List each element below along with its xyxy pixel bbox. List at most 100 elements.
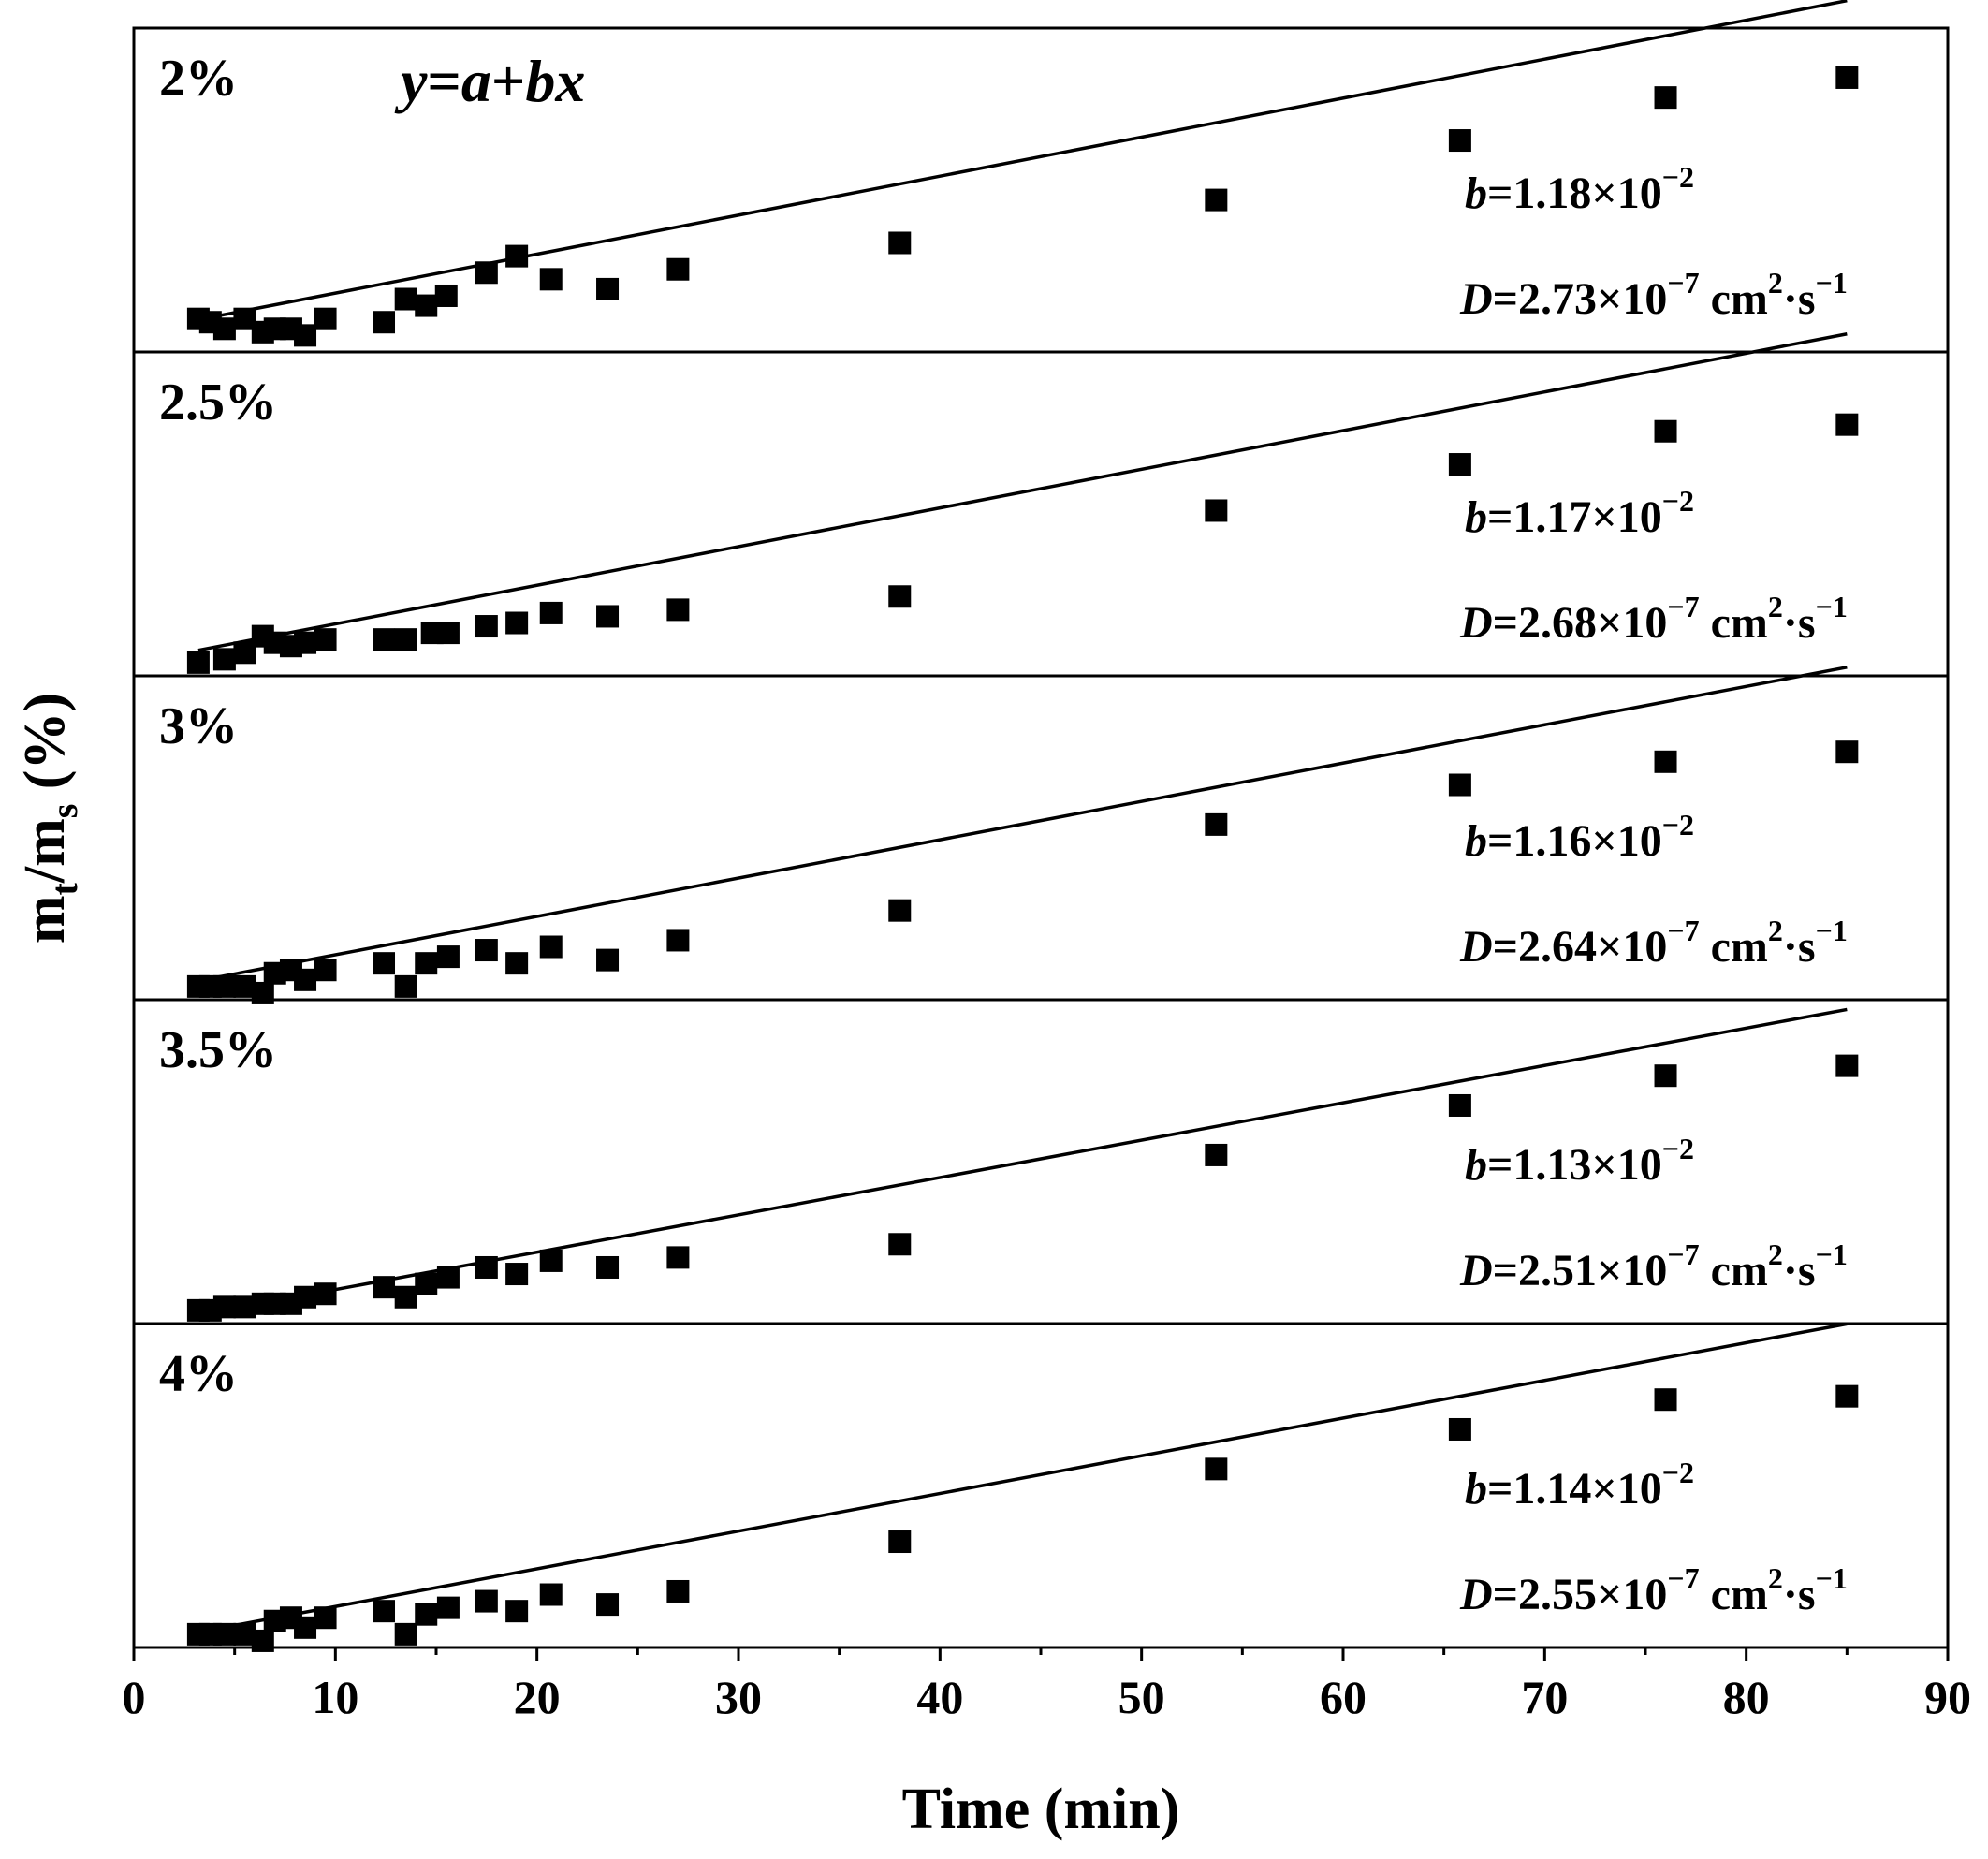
data-point <box>415 1272 438 1295</box>
data-point <box>436 1266 460 1289</box>
diffusion-exponent: −7 <box>1667 266 1699 300</box>
data-point <box>475 1589 498 1613</box>
diffusion-annotation: D=2.73×10−7 cm2·s−1 <box>1459 266 1848 324</box>
fit-line <box>197 1007 1848 1317</box>
data-point <box>888 899 912 922</box>
data-point <box>1835 740 1859 764</box>
data-point <box>539 1249 563 1272</box>
diffusion-unit1: cm <box>1700 274 1768 324</box>
slope-exponent: −2 <box>1662 1132 1694 1165</box>
diffusion-unit1: cm <box>1700 922 1768 972</box>
diffusion-mantissa: =2.73×10 <box>1493 274 1668 324</box>
data-point <box>294 631 317 654</box>
data-point <box>212 317 236 341</box>
diffusion-unit2: ·s <box>1783 598 1816 648</box>
data-point <box>1448 129 1471 153</box>
x-tick-label: 30 <box>715 1671 762 1723</box>
data-point <box>1205 1457 1228 1481</box>
data-point <box>415 952 438 975</box>
slope-symbol: b <box>1465 492 1487 542</box>
data-point <box>212 648 236 671</box>
data-point <box>539 1583 563 1606</box>
y-axis-label-sub2: s <box>43 804 85 819</box>
data-point <box>436 945 460 969</box>
slope-annotation: b=1.16×10−2 <box>1465 808 1694 866</box>
data-point <box>505 611 529 635</box>
diffusion-annotation: D=2.51×10−7 cm2·s−1 <box>1459 1237 1848 1295</box>
diffusion-unit1-exp: 2 <box>1768 1237 1783 1271</box>
diffusion-symbol: D <box>1459 274 1493 324</box>
slope-exponent: −2 <box>1662 808 1694 842</box>
slope-symbol: b <box>1465 816 1487 866</box>
data-point <box>436 1596 460 1619</box>
data-point <box>1205 1143 1228 1166</box>
data-point <box>251 1629 274 1652</box>
equation-y: y <box>394 48 428 114</box>
x-axis-label: Time (min) <box>902 1778 1180 1841</box>
data-point <box>294 324 317 347</box>
data-point <box>666 929 690 952</box>
diffusion-exponent: −7 <box>1667 1561 1699 1595</box>
y-axis-label-unit: (%) <box>13 693 77 804</box>
data-point <box>186 651 210 674</box>
data-point <box>475 615 498 638</box>
panel-3: 3% b=1.16×10−2 D=2.64×10−7 cm2·s−1 <box>132 666 1950 1004</box>
data-point <box>394 1622 417 1646</box>
data-point <box>294 1616 317 1639</box>
data-point <box>373 952 396 975</box>
y-axis-label: mt/ms (%) <box>13 693 85 944</box>
slope-mantissa: =1.13×10 <box>1487 1140 1662 1190</box>
data-point <box>596 1255 620 1279</box>
diffusion-symbol: D <box>1459 1246 1493 1295</box>
diffusion-unit1-exp: 2 <box>1768 590 1783 623</box>
panel-label: 3% <box>159 697 238 755</box>
slope-annotation: b=1.17×10−2 <box>1465 484 1694 542</box>
x-tick-label: 20 <box>514 1671 561 1723</box>
data-point <box>505 1263 529 1286</box>
panel-2: 2.5% b=1.17×10−2 D=2.68×10−7 cm2·s−1 <box>132 332 1950 678</box>
data-point <box>505 244 529 268</box>
slope-exponent: −2 <box>1662 1456 1694 1489</box>
data-point <box>475 939 498 962</box>
slope-symbol: b <box>1465 1140 1487 1190</box>
y-axis-label-slash: /m <box>13 818 77 884</box>
data-point <box>1448 773 1471 797</box>
data-point <box>475 1255 498 1279</box>
data-point <box>294 968 317 991</box>
diffusion-unit2-exp: −1 <box>1816 590 1848 623</box>
data-point <box>314 1282 337 1306</box>
equation-plus: + <box>491 48 525 114</box>
data-point <box>394 287 417 311</box>
y-axis-label-main: m <box>13 895 77 944</box>
diffusion-unit1-exp: 2 <box>1768 1561 1783 1595</box>
x-tick-label: 80 <box>1723 1671 1770 1723</box>
x-tick-label: 60 <box>1320 1671 1367 1723</box>
x-tick-label: 0 <box>123 1671 146 1723</box>
data-point <box>505 952 529 975</box>
data-point <box>1654 1388 1677 1412</box>
data-point <box>666 598 690 622</box>
data-point <box>314 959 337 982</box>
x-tick-label: 10 <box>312 1671 358 1723</box>
data-point <box>1654 750 1677 773</box>
data-point <box>434 284 458 307</box>
panel-label: 3.5% <box>159 1021 277 1079</box>
data-point <box>596 1593 620 1617</box>
slope-annotation: b=1.14×10−2 <box>1465 1456 1694 1514</box>
data-point <box>596 605 620 628</box>
data-point <box>415 294 438 317</box>
data-point <box>888 231 912 255</box>
panel-label: 2% <box>159 50 238 108</box>
slope-exponent: −2 <box>1662 484 1694 518</box>
data-point <box>373 311 396 334</box>
diffusion-symbol: D <box>1459 922 1493 972</box>
data-point <box>1448 1093 1471 1117</box>
diffusion-annotation: D=2.68×10−7 cm2·s−1 <box>1459 590 1848 648</box>
x-axis: 0 10 20 30 40 50 60 70 80 90 <box>123 1647 1971 1723</box>
data-point <box>212 974 236 998</box>
data-point <box>666 257 690 281</box>
data-point <box>394 628 417 651</box>
diffusion-unit1-exp: 2 <box>1768 914 1783 947</box>
fit-equation: y=a+bx <box>394 48 585 114</box>
